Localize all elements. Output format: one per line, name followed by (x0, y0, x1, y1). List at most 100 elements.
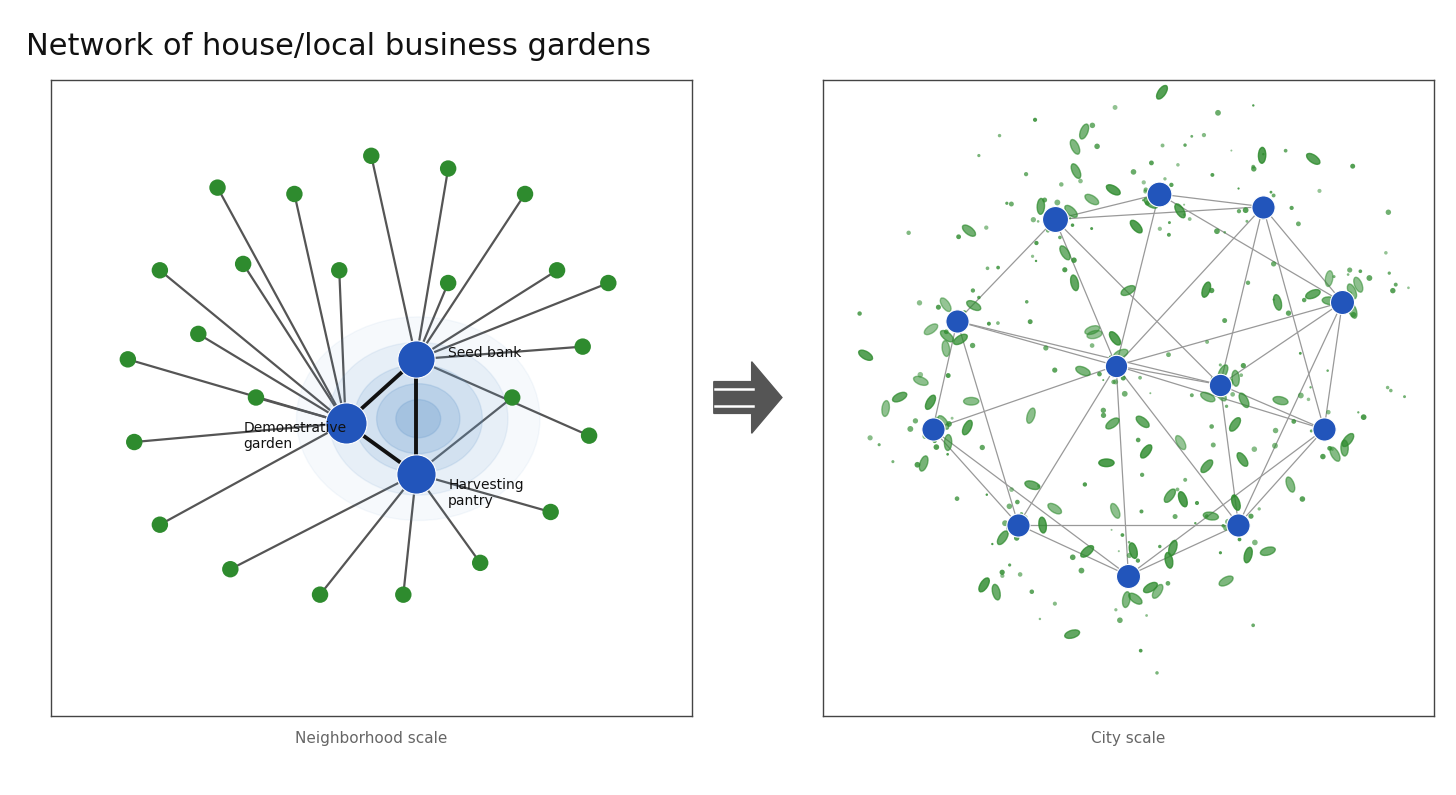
Point (1338, 288, 1361, 301)
Point (1053, 263, 1076, 276)
Point (1108, 614, 1131, 626)
Point (1227, 533, 1251, 546)
Point (1044, 215, 1067, 227)
Ellipse shape (1070, 275, 1079, 291)
Ellipse shape (1105, 418, 1120, 429)
Point (1289, 389, 1312, 401)
Point (1321, 443, 1344, 456)
Point (1331, 296, 1354, 308)
Point (1201, 169, 1224, 181)
Ellipse shape (926, 395, 936, 409)
Point (1009, 568, 1032, 581)
Point (149, 518, 172, 531)
Point (1243, 536, 1267, 549)
Point (1379, 384, 1402, 397)
Point (1092, 409, 1115, 421)
Ellipse shape (1076, 366, 1091, 376)
Text: Seed bank: Seed bank (448, 346, 521, 360)
Ellipse shape (964, 398, 978, 405)
Point (1134, 184, 1158, 196)
Point (1032, 194, 1056, 207)
Ellipse shape (1085, 326, 1099, 335)
Ellipse shape (1175, 204, 1185, 218)
Ellipse shape (1338, 298, 1348, 312)
Ellipse shape (1108, 362, 1124, 370)
Point (997, 500, 1021, 513)
Point (1127, 554, 1150, 567)
Point (909, 297, 932, 309)
Ellipse shape (967, 301, 981, 311)
Point (1251, 200, 1274, 213)
Ellipse shape (1325, 271, 1332, 286)
Point (245, 391, 268, 404)
Ellipse shape (1306, 153, 1321, 165)
Point (954, 312, 977, 325)
Point (961, 339, 984, 352)
Point (1347, 406, 1370, 419)
Point (961, 284, 984, 297)
Point (469, 556, 492, 569)
Point (847, 307, 871, 320)
Point (1200, 284, 1223, 297)
Point (1150, 139, 1174, 152)
Point (1312, 423, 1335, 436)
Point (1315, 421, 1338, 434)
Point (919, 421, 942, 434)
Point (1133, 176, 1156, 188)
Point (1220, 514, 1243, 527)
Point (1185, 497, 1208, 510)
Point (1200, 376, 1223, 389)
Point (1102, 368, 1125, 381)
Point (1152, 180, 1175, 192)
Point (1025, 237, 1048, 250)
Point (974, 221, 997, 234)
Point (1037, 224, 1060, 237)
Point (1227, 518, 1251, 531)
Ellipse shape (1232, 370, 1239, 386)
Point (1026, 215, 1050, 227)
Point (1235, 215, 1258, 227)
Point (1337, 294, 1360, 307)
Point (1264, 440, 1287, 452)
Text: City scale: City scale (1091, 731, 1166, 747)
Point (1104, 375, 1127, 388)
Ellipse shape (1178, 491, 1187, 506)
Ellipse shape (1128, 593, 1142, 604)
Point (333, 417, 357, 429)
Point (1021, 250, 1044, 262)
Point (1112, 387, 1136, 400)
Point (1130, 505, 1153, 518)
Point (1080, 339, 1104, 352)
Point (1134, 185, 1158, 198)
Point (1297, 393, 1321, 405)
Point (1255, 202, 1278, 215)
Point (1229, 369, 1252, 382)
Point (1208, 359, 1232, 371)
Point (1376, 381, 1399, 394)
Point (1192, 129, 1216, 142)
Point (897, 227, 920, 239)
Ellipse shape (1334, 298, 1342, 312)
Point (977, 317, 1000, 330)
Point (948, 314, 971, 327)
Ellipse shape (1203, 512, 1219, 520)
Point (546, 264, 569, 277)
Point (1206, 225, 1229, 238)
Ellipse shape (1354, 277, 1363, 293)
Point (1213, 314, 1236, 327)
Point (1316, 364, 1340, 377)
Point (1227, 510, 1251, 522)
Point (1143, 187, 1166, 200)
Ellipse shape (1048, 503, 1061, 514)
Point (1080, 222, 1104, 235)
Point (1226, 527, 1249, 540)
Point (1117, 561, 1140, 574)
Point (1217, 522, 1241, 534)
Ellipse shape (992, 584, 1000, 600)
Ellipse shape (1088, 331, 1102, 339)
Point (1139, 387, 1162, 400)
Point (1262, 189, 1286, 202)
Ellipse shape (1136, 416, 1149, 428)
Point (990, 569, 1013, 582)
Ellipse shape (1201, 460, 1213, 472)
